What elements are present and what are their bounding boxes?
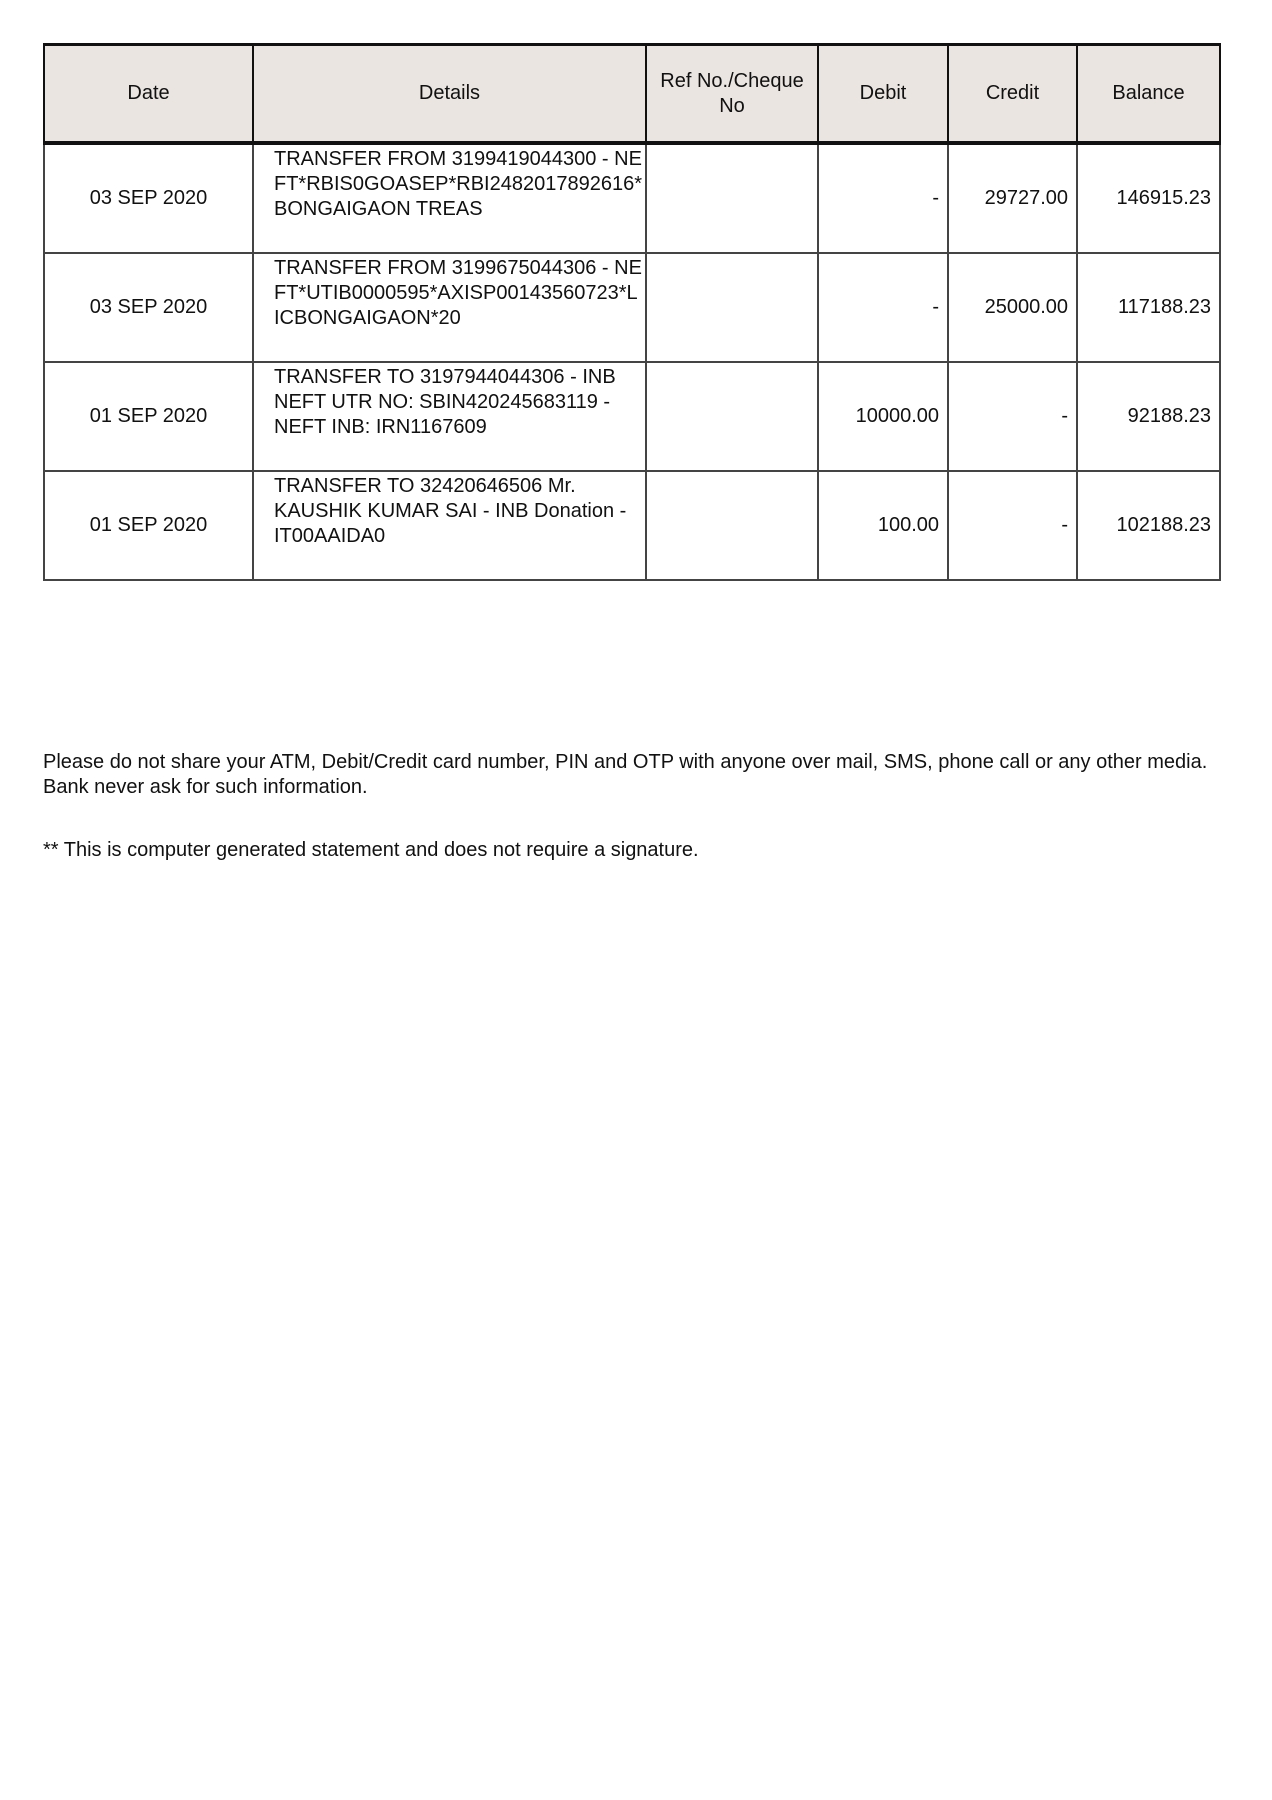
table-row: 03 SEP 2020 TRANSFER FROM 3199675044306 … [43, 252, 1221, 363]
cell-debit: 10000.00 [817, 361, 949, 472]
cell-details: TRANSFER TO 3197944044306 - INB NEFT UTR… [252, 361, 647, 472]
cell-ref [645, 142, 819, 254]
header-ref: Ref No./Cheque No [645, 43, 819, 145]
cell-balance: 146915.23 [1076, 142, 1221, 254]
cell-debit: 100.00 [817, 470, 949, 581]
cell-ref [645, 470, 819, 581]
cell-credit: - [947, 470, 1078, 581]
table-row: 01 SEP 2020 TRANSFER TO 3197944044306 - … [43, 361, 1221, 472]
cell-details: TRANSFER FROM 3199675044306 - NEFT*UTIB0… [252, 252, 647, 363]
cell-credit: 25000.00 [947, 252, 1078, 363]
table-header-row: Date Details Ref No./Cheque No Debit Cre… [43, 43, 1221, 145]
header-details: Details [252, 43, 647, 145]
cell-date: 03 SEP 2020 [43, 252, 254, 363]
cell-balance: 117188.23 [1076, 252, 1221, 363]
header-balance: Balance [1076, 43, 1221, 145]
cell-date: 01 SEP 2020 [43, 470, 254, 581]
cell-credit: 29727.00 [947, 142, 1078, 254]
header-date: Date [43, 43, 254, 145]
header-debit: Debit [817, 43, 949, 145]
cell-debit: - [817, 142, 949, 254]
cell-balance: 92188.23 [1076, 361, 1221, 472]
cell-balance: 102188.23 [1076, 470, 1221, 581]
cell-ref [645, 252, 819, 363]
computer-generated-note: ** This is computer generated statement … [43, 839, 699, 861]
header-credit: Credit [947, 43, 1078, 145]
cell-date: 01 SEP 2020 [43, 361, 254, 472]
security-warning: Please do not share your ATM, Debit/Cred… [43, 751, 1208, 798]
cell-details: TRANSFER TO 32420646506 Mr. KAUSHIK KUMA… [252, 470, 647, 581]
cell-debit: - [817, 252, 949, 363]
cell-date: 03 SEP 2020 [43, 142, 254, 254]
table-row: 01 SEP 2020 TRANSFER TO 32420646506 Mr. … [43, 470, 1221, 581]
cell-ref [645, 361, 819, 472]
table-row: 03 SEP 2020 TRANSFER FROM 3199419044300 … [43, 142, 1221, 254]
cell-credit: - [947, 361, 1078, 472]
statement-table: Date Details Ref No./Cheque No Debit Cre… [43, 43, 1221, 581]
cell-details: TRANSFER FROM 3199419044300 - NEFT*RBIS0… [252, 142, 647, 254]
